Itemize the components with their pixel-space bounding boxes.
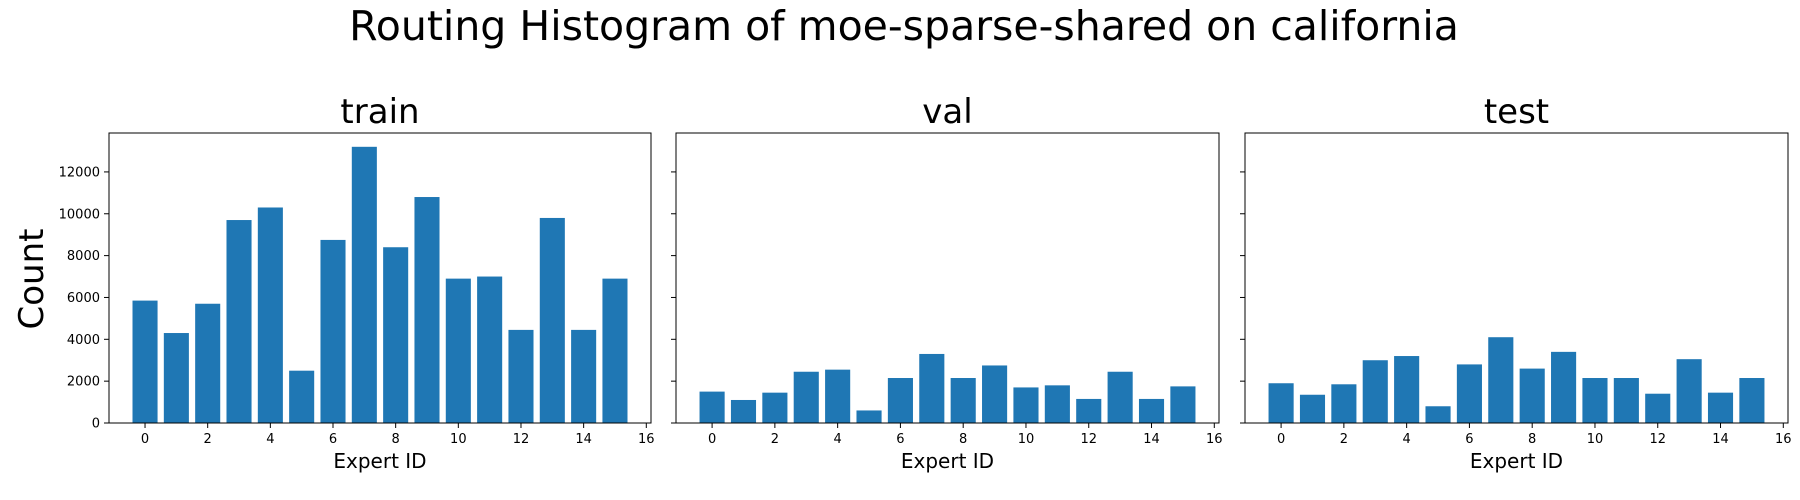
bar-expert-15 [1739,378,1765,423]
subplot-train: 0 2 4 6 8 10 12 14 16 0 2000 4000 6000 8000 10000 12000… [59,92,655,473]
bar-expert-10 [1582,378,1608,423]
subplot-title: train [340,92,419,132]
bar-expert-12 [1645,393,1671,423]
bar-expert-6 [887,378,913,423]
x-tick-label: 6 [896,432,904,447]
bar-expert-10 [445,278,471,423]
subplot-title: test [1484,92,1549,132]
bar-expert-9 [982,365,1008,423]
x-tick-label: 4 [834,432,842,447]
bar-expert-13 [539,217,565,423]
bar-expert-2 [762,392,788,423]
axes-frame [108,132,652,424]
bar-expert-3 [226,220,252,423]
bar-expert-8 [383,247,409,423]
bar-expert-5 [856,410,882,423]
x-tick-label: 14 [1143,432,1160,447]
bar-expert-4 [1394,356,1420,423]
x-tick-label: 10 [1587,432,1604,447]
bar-expert-1 [1299,394,1326,423]
bar-expert-1 [163,333,189,423]
bar-expert-1 [730,399,757,423]
y-tick-label: 4000 [67,333,100,348]
y-tick-label: 12000 [59,165,100,180]
subplot-test: 0 2 4 6 8 10 12 14 16 test Expert ID [1240,92,1792,473]
y-tick-label: 8000 [67,249,100,264]
bar-expert-13 [1107,371,1133,423]
y-tick-label: 6000 [67,291,100,306]
bar-expert-0 [132,300,158,423]
x-tick-label: 2 [1340,432,1348,447]
x-tick-label: 16 [1206,432,1223,447]
bar-expert-2 [1331,384,1357,423]
x-tick-label: 4 [266,432,274,447]
x-axis-label: Expert ID [333,449,426,473]
bar-expert-15 [602,278,628,423]
bar-expert-0 [699,391,725,423]
bar-expert-6 [1456,364,1482,423]
subplot-panels: 0 2 4 6 8 10 12 14 16020004000600080001000012000… [59,92,1792,473]
x-tick-label: 12 [513,432,530,447]
y-tick-label: 0 [92,417,100,432]
bar-expert-11 [477,276,503,423]
x-tick-label: 12 [1649,432,1666,447]
bar-expert-5 [1425,406,1451,423]
bar-expert-8 [1519,368,1545,423]
x-tick-label: 0 [708,432,716,447]
bar-expert-5 [289,370,315,423]
figure-ylabel: Count [12,229,52,330]
bar-expert-12 [1076,398,1102,423]
x-axis-label: Expert ID [901,449,994,473]
bar-expert-11 [1613,378,1639,423]
axes-frame [675,132,1220,424]
y-tick-label: 10000 [59,207,100,222]
x-tick-label: 14 [575,432,592,447]
x-tick-label: 16 [1775,432,1792,447]
bar-expert-8 [950,378,976,423]
figure-suptitle: Routing Histogram of moe-sparse-shared o… [349,2,1459,50]
bar-expert-13 [1676,359,1702,423]
x-tick-label: 8 [959,432,967,447]
x-tick-label: 4 [1403,432,1411,447]
x-tick-label: 8 [392,432,400,447]
x-tick-label: 2 [204,432,212,447]
x-tick-label: 14 [1712,432,1729,447]
x-tick-label: 6 [1465,432,1473,447]
bar-expert-3 [793,371,819,423]
bar-expert-11 [1044,385,1070,423]
bar-expert-7 [919,353,945,423]
bar-expert-10 [1013,387,1039,423]
x-tick-label: 10 [1018,432,1035,447]
bar-expert-2 [195,303,221,423]
bar-expert-9 [414,197,440,423]
bar-expert-15 [1170,386,1196,423]
bar-expert-7 [1488,337,1514,423]
x-tick-label: 2 [771,432,779,447]
bar-expert-14 [571,329,597,423]
x-tick-label: 10 [450,432,467,447]
subplot-title: val [922,92,972,132]
x-tick-label: 8 [1528,432,1536,447]
x-tick-label: 0 [1277,432,1285,447]
x-axis-label: Expert ID [1470,449,1563,473]
bar-expert-4 [257,207,283,423]
x-tick-label: 16 [638,432,655,447]
bar-expert-4 [825,369,851,423]
subplot-val: 0 2 4 6 8 10 12 14 16 val Expert ID [671,92,1223,473]
bar-expert-12 [508,329,534,423]
bar-expert-6 [320,239,346,423]
x-tick-label: 0 [141,432,149,447]
bar-expert-9 [1551,351,1577,423]
x-tick-label: 12 [1080,432,1097,447]
y-tick-label: 2000 [67,375,100,390]
bar-expert-7 [351,146,377,423]
axes-frame [1244,132,1789,424]
bar-expert-3 [1362,360,1388,423]
bar-expert-14 [1138,398,1165,423]
bar-expert-0 [1268,383,1294,423]
bar-expert-14 [1707,392,1734,423]
x-tick-label: 6 [329,432,337,447]
